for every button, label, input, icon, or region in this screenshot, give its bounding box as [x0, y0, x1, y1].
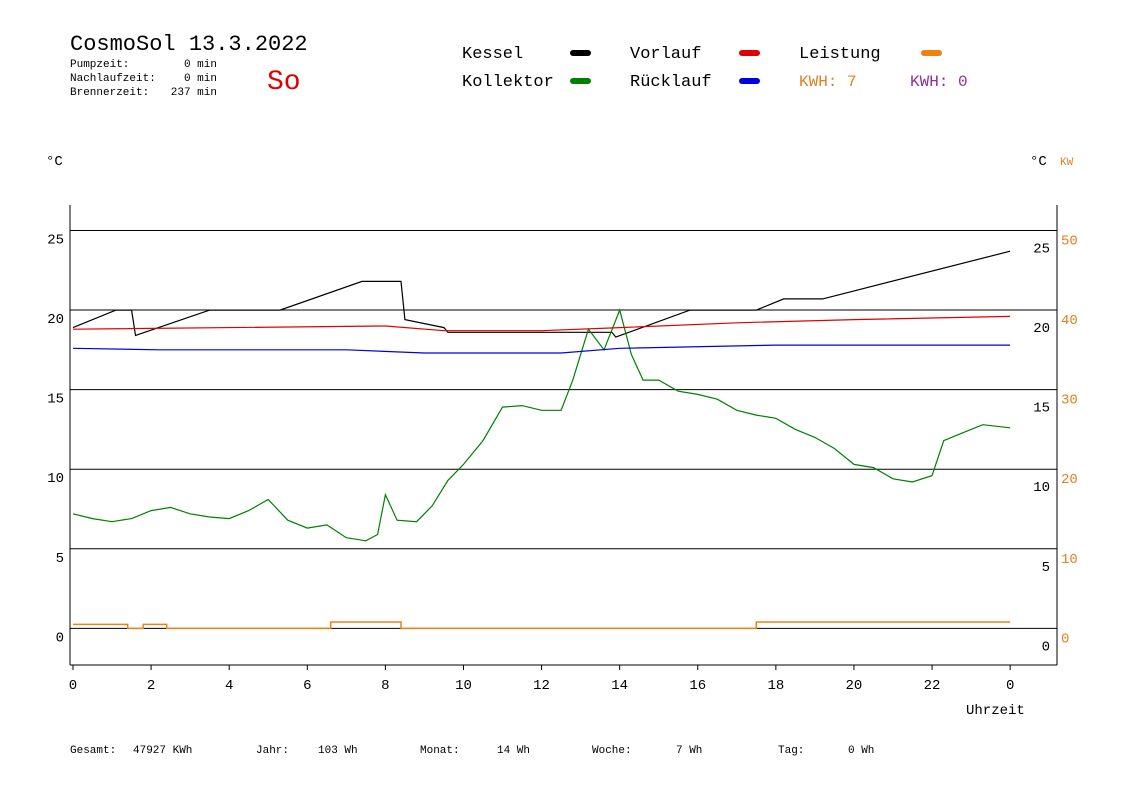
footer-label: Woche:: [592, 745, 632, 757]
chart-title: CosmoSol 13.3.2022: [70, 32, 308, 57]
y2-tick-label: 40: [1061, 313, 1078, 329]
legend-label: Vorlauf: [630, 45, 701, 64]
legend-label: Kollektor: [462, 73, 554, 92]
y-tick-label: 0: [56, 630, 64, 646]
footer-value: 103 Wh: [318, 745, 358, 757]
series-line: [72, 250, 1011, 338]
y-tick-label-right: 5: [1042, 560, 1050, 576]
x-tick-label: 14: [611, 678, 628, 694]
footer-value: 47927 KWh: [133, 745, 192, 757]
y-tick-label-right: 25: [1033, 241, 1050, 257]
x-tick-label: 12: [533, 678, 550, 694]
x-tick-label: 10: [455, 678, 472, 694]
x-tick-label: 8: [381, 678, 389, 694]
y-unit-right: °C: [1030, 154, 1047, 170]
footer-value: 14 Wh: [497, 745, 530, 757]
x-axis-label: Uhrzeit: [966, 703, 1025, 719]
x-tick-label: 0: [69, 678, 77, 694]
stat-value: 0 min: [184, 73, 217, 85]
footer-label: Gesamt:: [70, 745, 116, 757]
series-line: [72, 308, 1011, 542]
y2-tick-label: 50: [1061, 233, 1078, 249]
footer-value: 7 Wh: [676, 745, 702, 757]
x-tick-label: 22: [924, 678, 941, 694]
x-tick-label: 18: [767, 678, 784, 694]
x-tick-label: 16: [689, 678, 706, 694]
stat-label: Pumpzeit:: [70, 59, 129, 71]
footer-value: 0 Wh: [848, 745, 874, 757]
series-line: [73, 621, 1011, 630]
x-tick-label: 2: [147, 678, 155, 694]
x-tick-label: 20: [846, 678, 863, 694]
y-tick-label: 5: [56, 551, 64, 567]
series-line: [72, 315, 1011, 332]
series-line: [72, 344, 1011, 354]
y2-tick-label: 0: [1061, 631, 1069, 647]
footer-label: Tag:: [778, 745, 804, 757]
y-tick-label-right: 20: [1033, 321, 1050, 337]
y-tick-label-right: 15: [1033, 401, 1050, 417]
y-tick-label-right: 0: [1042, 639, 1050, 655]
kwh-label: KWH: 0: [910, 73, 968, 91]
x-tick-label: 4: [225, 678, 233, 694]
y2-unit: KW: [1060, 157, 1074, 169]
y-tick-label: 25: [47, 232, 64, 248]
y-tick-label-right: 10: [1033, 480, 1050, 496]
y2-tick-label: 20: [1061, 472, 1078, 488]
stat-label: Nachlaufzeit:: [70, 73, 156, 85]
stat-value: 237 min: [171, 87, 217, 99]
kwh-label: KWH: 7: [799, 73, 857, 91]
x-tick-label: 0: [1006, 678, 1014, 694]
footer-label: Jahr:: [256, 745, 289, 757]
y2-tick-label: 10: [1061, 552, 1078, 568]
legend-label: Leistung: [799, 45, 881, 64]
y-tick-label: 15: [47, 392, 64, 408]
legend-label: Rücklauf: [630, 73, 712, 92]
footer-label: Monat:: [420, 745, 460, 757]
weekday: So: [267, 67, 301, 98]
y-unit: °C: [46, 154, 63, 170]
y-tick-label: 10: [47, 471, 64, 487]
x-tick-label: 6: [303, 678, 311, 694]
y2-tick-label: 30: [1061, 393, 1078, 409]
stat-value: 0 min: [184, 59, 217, 71]
stat-label: Brennerzeit:: [70, 87, 149, 99]
y-tick-label: 20: [47, 312, 64, 328]
legend-label: Kessel: [462, 45, 523, 64]
